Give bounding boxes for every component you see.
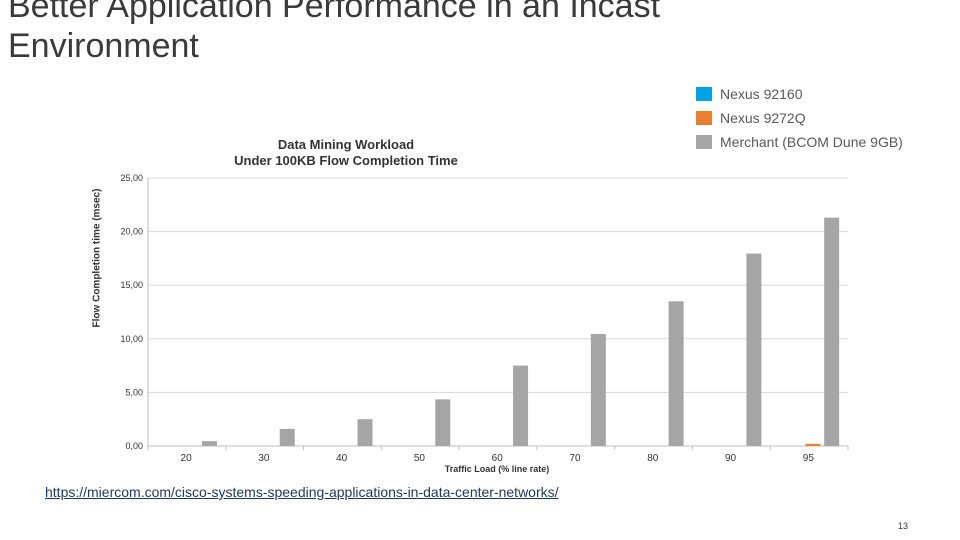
slide-title-line-2: Environment [8,27,199,65]
bar [201,441,217,446]
chart-title: Data Mining Workload Under 100KB Flow Co… [196,137,496,169]
bar [824,217,840,446]
x-axis-label: Traffic Load (% line rate) [444,464,550,474]
x-tick-label: 95 [803,453,815,464]
y-tick-label: 25,00 [120,173,143,183]
bar [668,301,684,446]
legend-swatch [696,111,712,125]
legend-swatch [696,87,712,101]
y-tick-label: 10,00 [120,334,143,344]
page-number: 13 [898,521,909,531]
bar [590,333,606,446]
x-tick-label: 70 [569,453,581,464]
x-tick-label: 40 [336,453,348,464]
bar [746,253,762,446]
legend-swatch [696,135,712,149]
x-tick-label: 80 [647,453,659,464]
slide-title-line-1: Better Application Performance in an Inc… [8,0,661,25]
x-tick-label: 20 [181,453,193,464]
legend-item-nexus-92160: Nexus 92160 [696,82,903,106]
x-tick-label: 50 [414,453,426,464]
bar [513,365,529,446]
bar [357,419,373,446]
legend-label: Nexus 9272Q [720,110,806,126]
legend-item-merchant: Merchant (BCOM Dune 9GB) [696,130,903,154]
x-tick-label: 30 [258,453,270,464]
y-tick-label: 0,00 [125,441,143,451]
legend-label: Nexus 92160 [720,86,803,102]
source-link[interactable]: https://miercom.com/cisco-systems-speedi… [45,484,559,500]
chart-title-line-2: Under 100KB Flow Completion Time [234,153,458,168]
legend-item-nexus-9272q: Nexus 9272Q [696,106,903,130]
bar [805,443,821,446]
y-tick-label: 15,00 [120,280,143,290]
chart-legend: Nexus 92160 Nexus 9272Q Merchant (BCOM D… [696,82,903,154]
chart-title-line-1: Data Mining Workload [277,137,415,152]
x-tick-label: 90 [725,453,737,464]
legend-label: Merchant (BCOM Dune 9GB) [720,134,903,150]
x-tick-label: 60 [492,453,504,464]
y-tick-label: 5,00 [125,387,143,397]
y-tick-label: 20,00 [120,227,143,237]
slide-title: Better Application Performance in an Inc… [8,0,908,66]
bar [279,428,295,446]
bar [435,399,451,446]
y-axis-label: Flow Completion time (msec) [91,188,103,328]
